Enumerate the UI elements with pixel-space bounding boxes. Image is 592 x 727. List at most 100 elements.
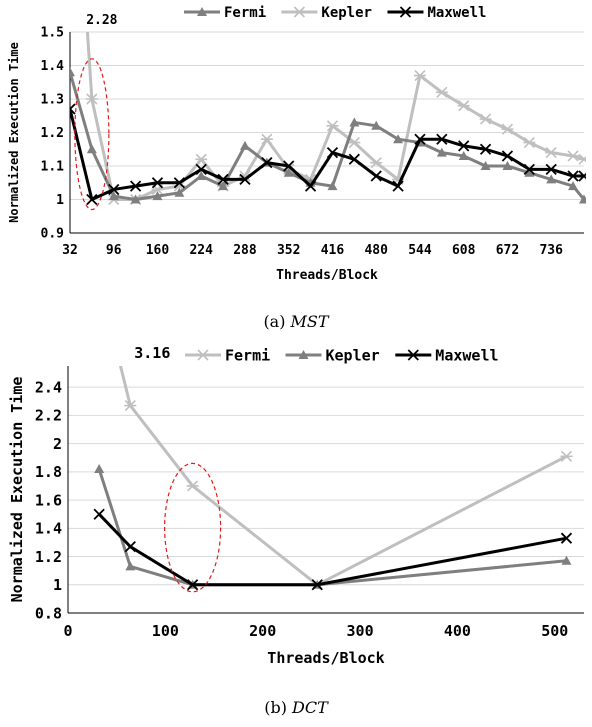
x-tick-label: 96	[106, 243, 122, 258]
data-point-maxwell	[578, 170, 586, 182]
y-tick-label: 1.6	[35, 491, 62, 509]
data-point-kepler	[501, 123, 514, 135]
data-point-maxwell	[326, 146, 339, 159]
x-tick-label: 0	[63, 622, 72, 640]
x-tick-label: 544	[408, 243, 432, 258]
x-tick-label: 500	[541, 622, 568, 640]
data-point-fermi	[86, 144, 97, 154]
legend-item-kepler: Kepler	[285, 346, 380, 364]
x-tick-label: 400	[444, 622, 471, 640]
plot-area	[93, 366, 573, 591]
data-point-maxwell	[501, 150, 514, 162]
data-point-kepler	[413, 69, 426, 82]
data-point-maxwell	[479, 143, 492, 155]
legend-marker	[293, 6, 306, 18]
data-point-maxwell	[348, 153, 360, 165]
data-point-maxwell	[151, 177, 164, 189]
legend-item-fermi: Fermi	[184, 5, 266, 21]
data-point-fermi	[283, 167, 294, 177]
caption-mst-name: MST	[290, 312, 329, 331]
x-tick-label: 608	[452, 243, 476, 258]
data-point-fermi	[70, 67, 75, 77]
data-point-maxwell	[304, 180, 317, 192]
legend-marker	[399, 6, 412, 18]
data-point-maxwell	[261, 157, 273, 169]
data-point-kepler	[94, 464, 105, 474]
legend-item-maxwell: Maxwell	[387, 5, 486, 21]
data-point-fermi	[568, 181, 579, 191]
y-tick-label: 1.1	[41, 160, 65, 175]
legend-item-fermi: Fermi	[185, 346, 270, 364]
data-point-fermi	[327, 181, 338, 191]
data-point-kepler	[578, 153, 586, 165]
data-point-maxwell	[545, 163, 557, 175]
data-point-maxwell	[86, 193, 98, 206]
data-point-fermi	[560, 450, 573, 462]
caption-mst-prefix: (a)	[263, 312, 291, 331]
data-point-fermi	[218, 181, 229, 191]
legend-label: Kepler	[326, 346, 380, 364]
y-tick-label: 1.2	[41, 126, 64, 141]
data-point-maxwell	[217, 173, 229, 186]
y-tick-label: 1.4	[35, 520, 62, 538]
data-point-maxwell	[567, 170, 579, 182]
data-point-kepler	[348, 136, 361, 149]
data-point-fermi	[546, 174, 557, 184]
data-point-maxwell	[70, 103, 76, 115]
caption-dct-name: DCT	[292, 698, 328, 717]
data-point-fermi	[108, 191, 119, 201]
x-tick-label: 200	[249, 622, 276, 640]
data-point-kepler	[85, 93, 98, 105]
data-point-maxwell	[129, 180, 142, 192]
data-point-kepler	[457, 100, 470, 112]
y-tick-label: 1	[56, 193, 64, 208]
data-point-fermi	[393, 134, 404, 144]
data-point-fermi	[436, 147, 447, 157]
data-point-maxwell	[436, 133, 448, 145]
data-point-fermi	[186, 480, 199, 492]
data-point-fermi	[371, 120, 382, 130]
data-point-maxwell	[283, 160, 295, 172]
legend-label: Fermi	[224, 5, 266, 21]
data-point-maxwell	[458, 140, 470, 152]
data-point-kepler	[567, 150, 580, 162]
data-point-kepler	[479, 113, 492, 125]
series-line-fermi	[118, 366, 568, 587]
chart-mst: 0.9 1 1.1 1.2 1.3 1.4 1.5 32 96 160 224 288 352 416 48…	[7, 5, 586, 283]
caption-mst: (a) MST	[0, 312, 592, 331]
legend-item-maxwell: Maxwell	[395, 346, 499, 364]
data-point-fermi	[502, 161, 513, 170]
data-point-fermi	[174, 187, 185, 197]
data-point-maxwell	[108, 183, 120, 196]
x-axis-label: Threads/Block	[276, 268, 378, 283]
data-point-kepler	[370, 157, 383, 169]
highlight-ellipse	[74, 58, 110, 211]
data-point-fermi	[579, 194, 586, 204]
y-axis-label: Normalized Execution Time	[7, 42, 21, 223]
data-point-maxwell	[173, 177, 185, 189]
data-point-kepler	[260, 133, 273, 145]
x-tick-label: 736	[539, 243, 563, 258]
off-scale-value-label: 2.28	[86, 13, 117, 28]
data-point-maxwell	[93, 508, 105, 520]
legend-marker	[197, 7, 207, 16]
data-point-maxwell	[560, 532, 573, 544]
plot-area	[70, 32, 586, 206]
data-point-kepler	[561, 555, 572, 565]
caption-dct-prefix: (b)	[264, 698, 293, 717]
data-point-fermi	[152, 191, 163, 201]
data-point-maxwell	[523, 163, 535, 175]
highlight-ellipse	[164, 462, 222, 593]
y-tick-label: 2.4	[35, 378, 62, 396]
y-tick-label: 1.5	[41, 26, 64, 41]
data-point-fermi	[349, 117, 360, 127]
data-point-fermi	[124, 399, 137, 412]
x-tick-label: 300	[347, 622, 374, 640]
x-tick-label: 32	[62, 243, 78, 258]
data-point-fermi	[524, 167, 535, 177]
y-tick-label: 1.4	[41, 59, 65, 74]
legend-label: Maxwell	[435, 346, 498, 364]
y-tick-label: 0.8	[35, 604, 62, 622]
data-point-fermi	[458, 150, 469, 160]
